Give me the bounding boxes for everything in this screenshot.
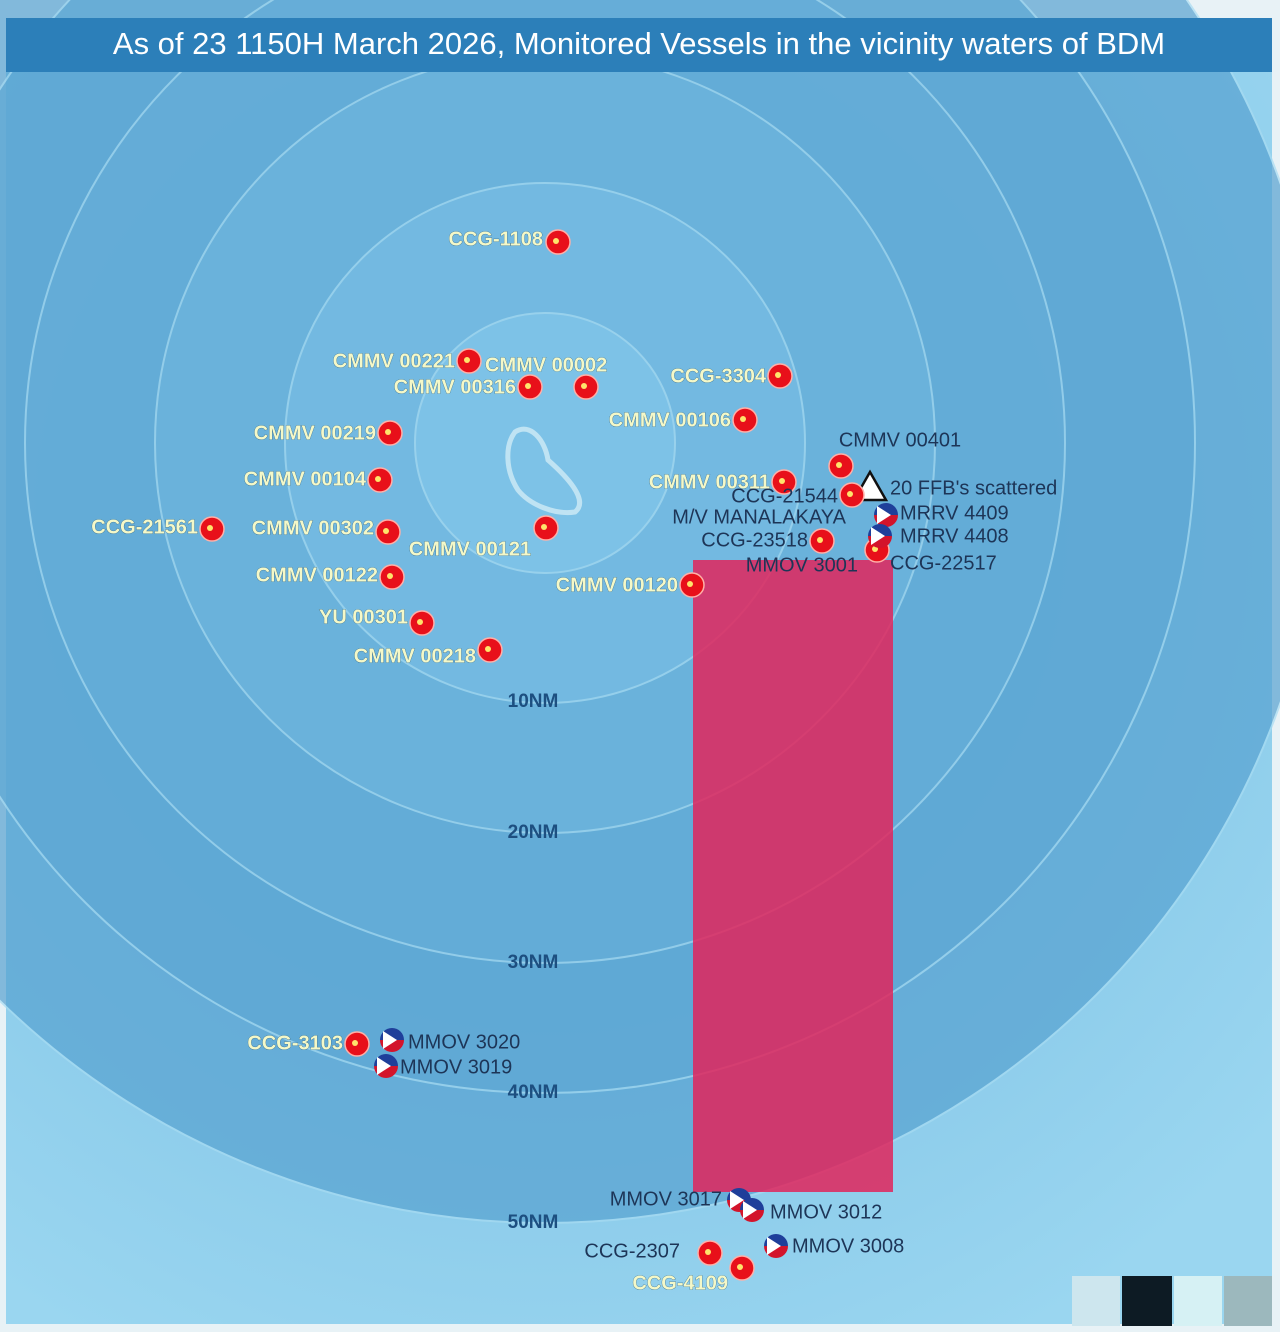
vessel-marker-dot — [464, 357, 470, 363]
vessel-marker-dot — [740, 416, 746, 422]
vessel-label: CMMV 00221 — [333, 350, 455, 372]
vessel-label: CMMV 00104 — [244, 468, 367, 490]
vessel-marker-dot — [541, 524, 547, 530]
vessel-label: CCG-21561 — [91, 516, 198, 538]
flag-white — [767, 1237, 781, 1255]
ph-vessel-marker — [868, 524, 892, 548]
vessel-label: CMMV 00121 — [409, 538, 531, 560]
vessel-label: CMMV 00122 — [256, 564, 378, 586]
vessel-label: CMMV 00218 — [354, 645, 476, 667]
vessel-label: CCG-21544 — [731, 485, 838, 507]
vessel-label: CMMV 00302 — [252, 517, 374, 539]
vessel-marker-dot — [872, 546, 878, 552]
vessel-marker-dot — [737, 1264, 743, 1270]
vessel-label: CCG-1108 — [449, 228, 544, 250]
vessel-marker-dot — [352, 1040, 358, 1046]
ph-vessel-marker — [874, 503, 898, 527]
vessel-label: CCG-23518 — [701, 529, 808, 551]
ph-vessel-marker — [740, 1198, 764, 1222]
range-label: 50NM — [508, 1212, 559, 1233]
vessel-marker-dot — [417, 619, 423, 625]
vessel-marker-dot — [775, 372, 781, 378]
flag-white — [730, 1191, 744, 1209]
vessel-label: MMOV 3001 — [746, 554, 858, 576]
vessel-label: CCG-2307 — [584, 1240, 680, 1262]
vessel-label: CCG-3103 — [247, 1032, 343, 1054]
vessel-marker-dot — [383, 528, 389, 534]
vessel-label: CMMV 00002 — [485, 354, 607, 376]
vessel-marker-dot — [581, 383, 587, 389]
flag-white — [377, 1057, 391, 1075]
vessel-label: CCG-22517 — [890, 552, 997, 574]
vessel-label: CCG-4109 — [632, 1272, 728, 1294]
vessel-label: MMOV 3020 — [408, 1031, 520, 1053]
vessel-label: MMOV 3008 — [792, 1235, 904, 1257]
vessel-marker-dot — [705, 1249, 711, 1255]
vessel-marker-dot — [485, 646, 491, 652]
swatch — [1072, 1276, 1120, 1326]
vessel-label: MMOV 3019 — [400, 1056, 512, 1078]
vessel-label: CMMV 00401 — [839, 429, 961, 451]
flag-white — [871, 527, 885, 545]
ph-vessel-marker — [764, 1234, 788, 1258]
vessel-label: CMMV 00311 — [649, 471, 770, 493]
vessel-marker-dot — [817, 537, 823, 543]
title-bar — [6, 18, 1272, 72]
vessel-marker-dot — [836, 462, 842, 468]
vessel-marker-dot — [553, 238, 559, 244]
vessel-marker-dot — [525, 383, 531, 389]
range-label: 10NM — [508, 691, 559, 712]
range-label: 20NM — [508, 822, 559, 843]
flag-white — [877, 506, 891, 524]
flag-white — [383, 1031, 397, 1049]
vessel-label: CMMV 00120 — [556, 574, 678, 596]
zone — [693, 560, 893, 1192]
vessel-marker-dot — [847, 491, 853, 497]
vessel-label: MMOV 3012 — [770, 1201, 882, 1223]
ph-vessel-marker — [374, 1054, 398, 1078]
vessel-marker-dot — [687, 581, 693, 587]
vessel-label: MRRV 4408 — [900, 525, 1009, 547]
swatch — [1122, 1276, 1172, 1326]
vessel-label: M/V MANALAKAYA — [672, 506, 846, 528]
swatch — [1174, 1276, 1222, 1326]
ph-vessel-marker — [380, 1028, 404, 1052]
annotation: 20 FFB's scattered — [890, 477, 1057, 499]
vessel-marker-dot — [375, 476, 381, 482]
swatch — [1224, 1276, 1272, 1326]
vessel-label: YU 00301 — [319, 606, 408, 628]
vessel-label: CMMV 00219 — [254, 422, 376, 444]
range-label: 40NM — [508, 1082, 559, 1103]
flag-white — [743, 1201, 757, 1219]
vessel-label: CMMV 00316 — [394, 376, 516, 398]
range-label: 30NM — [508, 952, 559, 973]
vessel-label: CCG-3304 — [670, 365, 766, 387]
vessel-label: MRRV 4409 — [900, 502, 1009, 524]
vessel-marker-dot — [385, 429, 391, 435]
vessel-marker-dot — [207, 525, 213, 531]
vessel-label: CMMV 00106 — [609, 409, 731, 431]
vessel-label: MMOV 3017 — [610, 1188, 722, 1210]
title: As of 23 1150H March 2026, Monitored Ves… — [113, 26, 1165, 61]
vessel-marker-dot — [387, 573, 393, 579]
island — [505, 426, 583, 516]
vessel-marker-dot — [779, 478, 785, 484]
